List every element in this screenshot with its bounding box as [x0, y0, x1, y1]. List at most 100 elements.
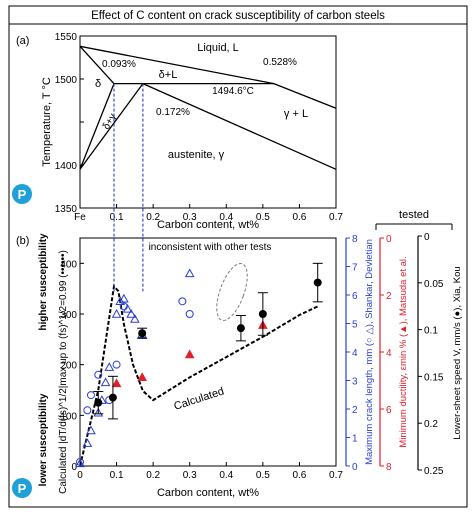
higher-susceptibility-label: higher susceptibility: [38, 233, 49, 331]
xia-kou-point: [108, 393, 117, 402]
data-points: [75, 262, 323, 468]
y-tick-label: 0: [71, 462, 77, 473]
carbon-0528-label: 0.528%: [263, 57, 297, 68]
panel-label-b: (b): [16, 235, 29, 247]
matsuda-triangle-point: [184, 349, 195, 359]
figure-frame: [8, 23, 468, 508]
right-axis-label: Maximum crack length, mm (○ △), Shankar,…: [364, 239, 375, 465]
x-tick-label: 0.5: [256, 470, 270, 481]
shankar-triangle-point: [119, 293, 129, 303]
shankar-triangle-point: [75, 458, 85, 468]
y-tick-label: 1400: [55, 161, 78, 172]
right-axis-tick-label: 0.1: [424, 326, 438, 337]
y-tick-label: 1350: [55, 204, 78, 215]
right-axis-tick-label: 2: [352, 405, 358, 416]
right-axis-tick-label: 5: [352, 320, 358, 331]
shankar-triangle-point: [184, 268, 195, 278]
shankar-triangle-point: [104, 362, 115, 371]
matsuda-triangle-point: [137, 372, 148, 382]
right-axis-tick-label: 0.25: [424, 466, 444, 477]
logo-letter: P: [18, 481, 27, 496]
right-axis-tick-label: 0: [386, 234, 392, 245]
x-tick-label: 0: [77, 470, 83, 481]
phase-lines: [79, 45, 337, 170]
right-axis-tick-label: 3: [352, 377, 358, 388]
shankar-triangle-point: [111, 308, 122, 318]
delta-gamma-region-label: δ+γ: [101, 112, 119, 132]
phase-diagram-x-ticks: Fe 0.1 0.2 0.3 0.4 0.5 0.6 0.7: [74, 204, 343, 223]
figure-title: Effect of C content on crack susceptibil…: [91, 10, 385, 22]
right-axis-tick-label: 0.15: [424, 372, 444, 383]
liquid-region-label: Liquid, L: [197, 42, 239, 54]
x-tick-label: 0.6: [292, 470, 306, 481]
inconsistent-data-ellipse: [216, 263, 248, 321]
shankar-triangle-point: [130, 314, 140, 323]
carbon-0093-label: 0.093%: [102, 59, 136, 70]
delta-liquid-region-label: δ+L: [159, 69, 178, 81]
x-tick-label: 0.4: [219, 470, 233, 481]
x-tick-label: 0.2: [146, 470, 160, 481]
logo-icon: P: [12, 184, 32, 204]
right-axis-tick-label: 0.05: [424, 279, 444, 290]
x-tick-label: 0.1: [110, 470, 124, 481]
devletian-circle-point: [178, 297, 187, 306]
x-tick-label: 0.2: [146, 212, 160, 223]
right-axis-tick-label: 7: [352, 263, 358, 274]
xia-kou-point: [138, 329, 147, 338]
crack-plot-x-label: Carbon content, wt%: [157, 487, 259, 499]
right-axis-tick-label: 2: [386, 291, 392, 302]
calculated-curve-label: Calculated: [172, 385, 225, 412]
y-tick-label: 1550: [55, 32, 78, 43]
phase-line-delta-gamma-lower: [79, 83, 144, 170]
phase-diagram-x-label: Carbon content, wt%: [157, 219, 259, 231]
phase-line-liquidus-gamma: [273, 83, 337, 109]
logo-letter: P: [18, 187, 27, 202]
phase-diagram-panel: Fe 0.1 0.2 0.3 0.4 0.5 0.6 0.7 1350 1400 1500 1550…: [41, 32, 343, 231]
peritectic-temperature-label: 1494.6°C: [212, 86, 254, 97]
logo-icon: P: [12, 478, 32, 498]
inconsistent-note-label: inconsistent with other tests: [149, 242, 272, 253]
crack-plot-area: [79, 237, 337, 467]
right-axis-tick-label: 6: [386, 405, 392, 416]
tested-header-label: tested: [399, 209, 429, 221]
crack-plot-x-ticks: 0 0.1 0.2 0.3 0.4 0.5 0.6 0.7: [77, 462, 343, 481]
panel-label-a: (a): [16, 35, 29, 47]
austenite-region-label: austenite, γ: [168, 149, 225, 161]
phase-line-delta-gamma-upper: [79, 83, 115, 170]
y-tick-label: 100: [60, 411, 77, 422]
xia-kou-point: [94, 398, 103, 407]
x-tick-label: 0.3: [183, 470, 197, 481]
shankar-triangle-point: [82, 438, 93, 447]
right-axes: 0 1 2 3 4 5 6 7 8 Maximum crack length, mm (○ △),…: [345, 209, 463, 477]
phase-line-gamma-solidus: [142, 83, 337, 170]
gamma-liquid-region-label: γ + L: [284, 108, 308, 120]
right-axis-tick-label: 0: [352, 462, 358, 473]
right-axis-tick-label: 8: [352, 234, 358, 245]
devletian-circle-point: [112, 360, 121, 369]
shankar-triangle-point: [115, 296, 126, 306]
right-axis-tick-label: 0: [424, 232, 430, 243]
right-axis-label: Minimum ductility, εmin % (▲), Matsuda e…: [398, 256, 409, 447]
shankar-triangle-point: [100, 377, 111, 387]
right-axis-label: Lower-sheet speed V, mm/s (●), Xia, Kou: [452, 266, 463, 439]
delta-region-label: δ: [95, 78, 101, 90]
devletian-circle-point: [86, 391, 95, 400]
right-axis-tick-label: 1: [352, 434, 358, 445]
y-tick-label: 300: [60, 310, 77, 321]
shankar-triangle-point: [126, 308, 137, 318]
devletian-circle-point: [83, 406, 92, 415]
xia-kou-point: [313, 278, 322, 287]
x-tick-label: 0.7: [329, 470, 343, 481]
devletian-circle-point: [76, 457, 84, 466]
shankar-triangle-point: [93, 407, 104, 417]
shankar-triangle-point: [122, 303, 133, 313]
carbon-0172-label: 0.172%: [156, 107, 190, 118]
right-axis-tick-label: 4: [352, 348, 358, 359]
carbon-guide-lines: [113, 83, 144, 292]
x-tick-label: Fe: [74, 212, 86, 223]
xia-kou-point: [236, 324, 245, 333]
y-tick-label: 200: [60, 361, 77, 372]
y-tick-label: 400: [60, 259, 77, 270]
phase-diagram-y-label: Temperature, T °C: [41, 77, 53, 167]
